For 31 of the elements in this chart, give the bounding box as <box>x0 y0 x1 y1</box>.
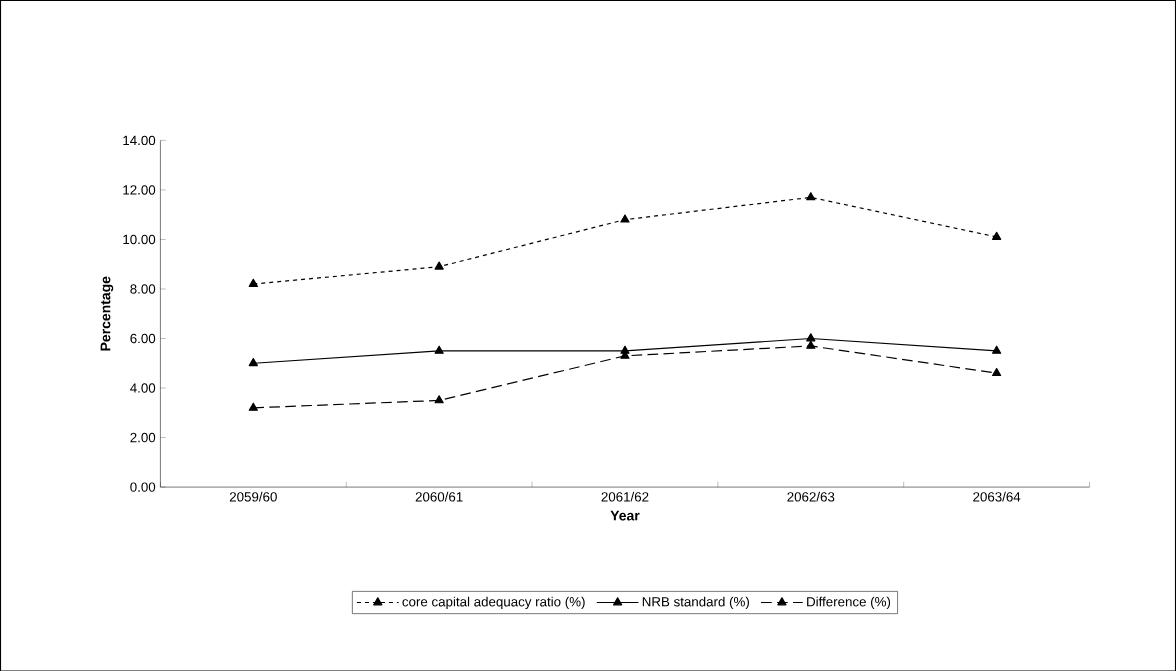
y-tick-label: 6.00 <box>130 333 156 343</box>
point <box>248 402 258 411</box>
point <box>806 333 816 342</box>
legend-label: NRB standard (%) <box>642 596 749 609</box>
y-tick-label: 14.00 <box>123 135 156 145</box>
point <box>434 345 444 354</box>
x-axis-title: Year <box>610 510 640 521</box>
point <box>434 394 444 404</box>
point <box>991 367 1002 376</box>
point <box>991 231 1002 240</box>
point <box>434 261 444 270</box>
y-tick-label: 12.00 <box>123 185 156 195</box>
x-tick-label: 2062/63 <box>787 491 835 502</box>
point <box>991 345 1002 354</box>
x-tick-label: 2059/60 <box>229 491 277 502</box>
point <box>806 191 816 201</box>
y-tick-label: 8.00 <box>130 284 156 294</box>
legend-label: core capital adequacy ratio (%) <box>402 596 585 609</box>
y-tick-label: 10.00 <box>123 234 156 244</box>
x-tick-label: 2063/64 <box>973 491 1021 502</box>
y-tick-label: 2.00 <box>130 432 156 443</box>
point <box>248 357 258 366</box>
point <box>806 340 816 349</box>
x-tick-label: 2061/62 <box>601 491 649 502</box>
legend-label: Difference (%) <box>807 596 891 609</box>
x-tick-label: 2060/61 <box>415 491 463 502</box>
y-axis-title: Percentage <box>100 276 114 351</box>
point <box>248 278 258 287</box>
point <box>620 214 630 223</box>
y-tick-label: 4.00 <box>130 383 156 393</box>
y-tick-label: 0.00 <box>130 482 156 492</box>
